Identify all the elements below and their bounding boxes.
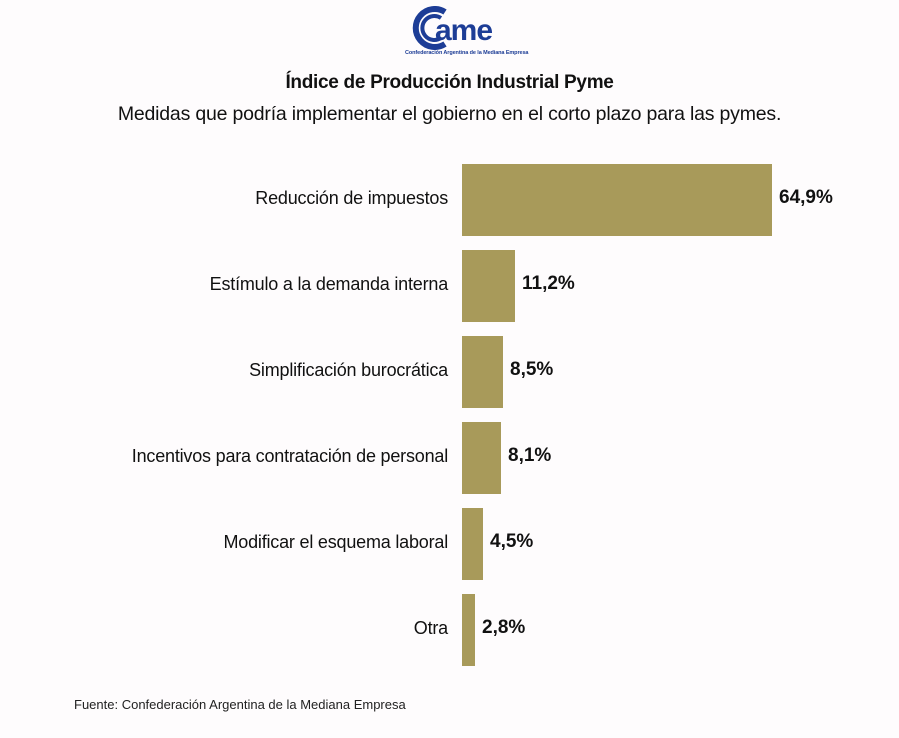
value-label: 11,2% [522, 273, 575, 294]
value-label: 64,9% [779, 187, 833, 208]
svg-text:ame: ame [435, 14, 492, 47]
value-label: 2,8% [482, 617, 526, 638]
bar [462, 336, 503, 408]
category-label: Simplificación burocrática [249, 360, 448, 380]
bar [462, 422, 501, 494]
bar [462, 164, 772, 236]
category-label: Estímulo a la demanda interna [209, 274, 449, 294]
category-label: Modificar el esquema laboral [223, 532, 448, 552]
logo-subtitle: Confederación Argentina de la Mediana Em… [405, 50, 529, 56]
value-label: 4,5% [490, 531, 534, 552]
category-label: Incentivos para contratación de personal [131, 446, 448, 466]
category-label: Reducción de impuestos [255, 188, 448, 208]
bar [462, 594, 475, 666]
value-label: 8,1% [508, 445, 552, 466]
came-logo: ame Confederación Argentina de la Median… [405, 6, 529, 62]
bar [462, 250, 515, 322]
source-note: Fuente: Confederación Argentina de la Me… [74, 697, 406, 712]
bar [462, 508, 483, 580]
category-label: Otra [413, 618, 448, 638]
chart-subtitle: Medidas que podría implementar el gobier… [117, 103, 782, 125]
value-label: 8,5% [510, 359, 554, 380]
chart-title: Índice de Producción Industrial Pyme [285, 72, 614, 93]
came-logo-mark: ame [412, 6, 493, 50]
